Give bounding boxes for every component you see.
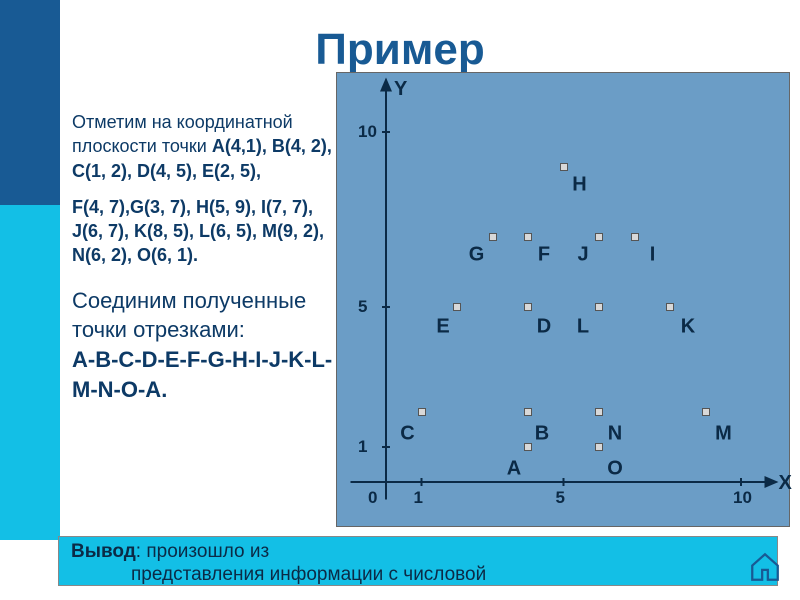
point-label-E: E	[436, 316, 449, 339]
point-label-M: M	[715, 423, 732, 446]
conclusion-line2: представления информации с числовой	[71, 564, 486, 585]
y-axis-label: Y	[394, 78, 407, 101]
point-label-J: J	[577, 244, 588, 267]
description-p4: A-B-C-D-E-F-G-H-I-J-K-L-M-N-O-A.	[72, 345, 342, 404]
point-marker-L	[595, 303, 603, 311]
axes-svg	[336, 72, 790, 527]
y-tick: 1	[358, 437, 367, 457]
x-tick: 1	[414, 488, 423, 508]
decorative-bar-bottom	[0, 205, 60, 540]
conclusion-rest: : произошло из	[136, 541, 269, 562]
point-marker-A	[524, 443, 532, 451]
point-label-B: B	[535, 423, 549, 446]
point-label-H: H	[572, 174, 586, 197]
home-icon[interactable]	[748, 550, 782, 584]
point-marker-J	[595, 233, 603, 241]
point-marker-F	[524, 233, 532, 241]
description-p3: Соединим полученные точки отрезками:	[72, 286, 342, 345]
point-label-G: G	[469, 244, 485, 267]
conclusion-box: Вывод: произошло из представления информ…	[58, 536, 778, 586]
point-label-A: A	[507, 458, 521, 481]
page-title: Пример	[0, 25, 800, 75]
point-label-C: C	[400, 423, 414, 446]
point-label-N: N	[608, 423, 622, 446]
point-marker-N	[595, 408, 603, 416]
point-label-F: F	[538, 244, 550, 267]
point-marker-G	[489, 233, 497, 241]
point-marker-O	[595, 443, 603, 451]
origin-label: 0	[368, 488, 377, 508]
conclusion-lead: Вывод	[71, 541, 136, 562]
point-label-O: O	[607, 458, 623, 481]
y-tick: 5	[358, 297, 367, 317]
x-tick: 5	[556, 488, 565, 508]
x-tick: 10	[733, 488, 752, 508]
y-tick: 10	[358, 122, 377, 142]
point-marker-B	[524, 408, 532, 416]
description-p1: Отметим на координатной плоскости точки …	[72, 110, 342, 183]
point-marker-K	[666, 303, 674, 311]
point-label-K: K	[681, 316, 695, 339]
point-marker-D	[524, 303, 532, 311]
point-marker-C	[418, 408, 426, 416]
coordinate-plot: Y X 0 15101510 ABCDEFGHIJKLMNO	[336, 72, 790, 527]
point-marker-I	[631, 233, 639, 241]
point-marker-H	[560, 163, 568, 171]
description-p2: F(4, 7),G(3, 7), H(5, 9), I(7, 7), J(6, …	[72, 195, 342, 268]
point-label-L: L	[577, 316, 589, 339]
point-label-D: D	[537, 316, 551, 339]
point-marker-M	[702, 408, 710, 416]
point-label-I: I	[650, 244, 656, 267]
point-marker-E	[453, 303, 461, 311]
description-block: Отметим на координатной плоскости точки …	[72, 110, 342, 405]
x-axis-label: X	[779, 472, 792, 495]
